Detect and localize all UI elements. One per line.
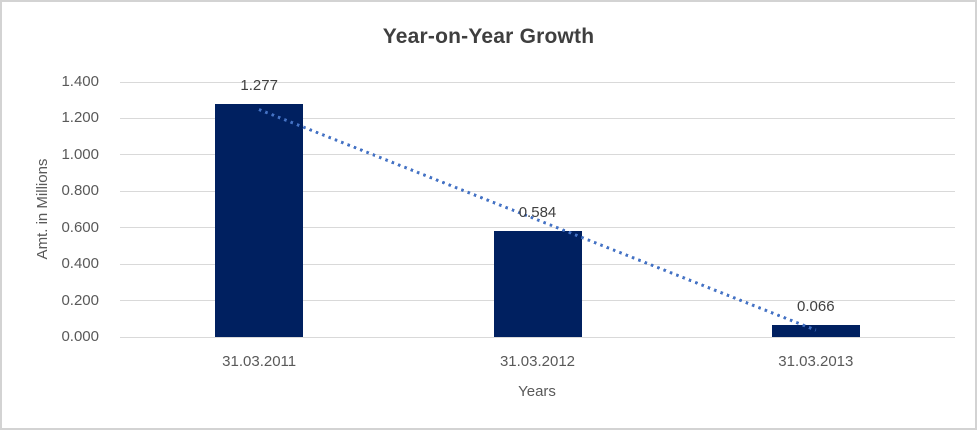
y-axis-tick-label: 0.200	[61, 291, 99, 309]
gridline	[120, 227, 955, 229]
gridline	[120, 336, 955, 338]
gridline	[120, 190, 955, 192]
x-axis-title: Years	[518, 383, 556, 400]
bar-31.03.2011	[215, 104, 304, 337]
x-axis-category-label: 31.03.2013	[778, 353, 854, 370]
data-label: 0.066	[797, 297, 835, 315]
y-axis-tick-label: 0.800	[61, 182, 99, 200]
y-axis-tick-label: 1.000	[61, 145, 99, 163]
chart-title: Year-on-Year Growth	[382, 25, 595, 48]
x-axis-category-label: 31.03.2012	[499, 353, 576, 370]
gridline	[120, 154, 955, 156]
y-axis-tick-label: 0.000	[61, 328, 99, 345]
data-label: 1.277	[240, 77, 278, 95]
y-axis-tick-label: 0.400	[61, 255, 99, 273]
bar-31.03.2013	[771, 324, 860, 337]
x-axis-category-label: 31.03.2011	[222, 353, 297, 370]
bar-31.03.2012	[493, 230, 582, 337]
y-axis-tick-label: 1.400	[61, 73, 99, 90]
data-label: 0.584	[518, 203, 557, 221]
gridline	[120, 81, 955, 83]
y-axis-tick-label: 0.600	[61, 218, 99, 236]
gridline	[120, 117, 955, 119]
y-axis-tick-label: 1.200	[61, 109, 99, 127]
